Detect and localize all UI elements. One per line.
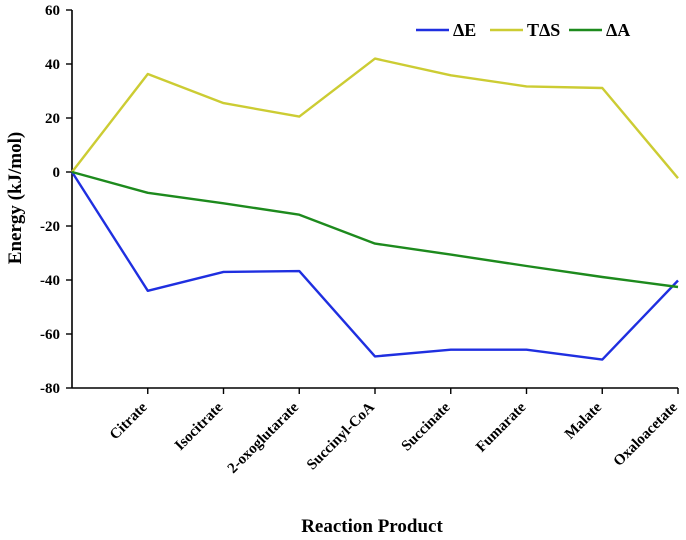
x-tick-label: 2-oxoglutarate: [225, 399, 303, 477]
y-tick-label: 0: [53, 165, 61, 181]
series-line-0: [70, 171, 679, 361]
y-tick-label: 60: [45, 3, 60, 19]
x-tick-label: Isocitrate: [172, 399, 227, 454]
y-tick-label: -60: [40, 327, 60, 343]
y-tick-label: -40: [40, 273, 60, 289]
y-tick-label: 20: [45, 111, 60, 127]
axes: -80 -60 -40 -20 0 20 40 60 Citrate Isocitrate2-ox…: [40, 3, 681, 477]
legend-label: ΔE: [453, 20, 476, 40]
legend-label: ΔA: [606, 20, 630, 40]
y-axis-title: Energy (kJ/mol): [5, 132, 26, 264]
x-axis-title: Reaction Product: [301, 516, 443, 537]
y-tick-label: 40: [45, 57, 60, 73]
legend: ΔE TΔS ΔA: [416, 20, 630, 40]
series-line-1: [71, 57, 679, 179]
legend-label: TΔS: [527, 20, 560, 40]
x-tick-label: Fumarate: [473, 399, 529, 455]
y-tick-label: -80: [40, 381, 60, 397]
x-tick-label: Oxaloacetate: [611, 399, 681, 469]
x-tick-label: Succinate: [399, 399, 454, 454]
series-line-2: [71, 170, 679, 289]
series-layer: [70, 57, 679, 361]
x-tick-label: Succinyl-CoA: [304, 399, 378, 473]
x-tick-label: Malate: [562, 399, 605, 442]
x-tick-label: Citrate: [107, 399, 151, 443]
y-tick-label: -20: [40, 219, 60, 235]
